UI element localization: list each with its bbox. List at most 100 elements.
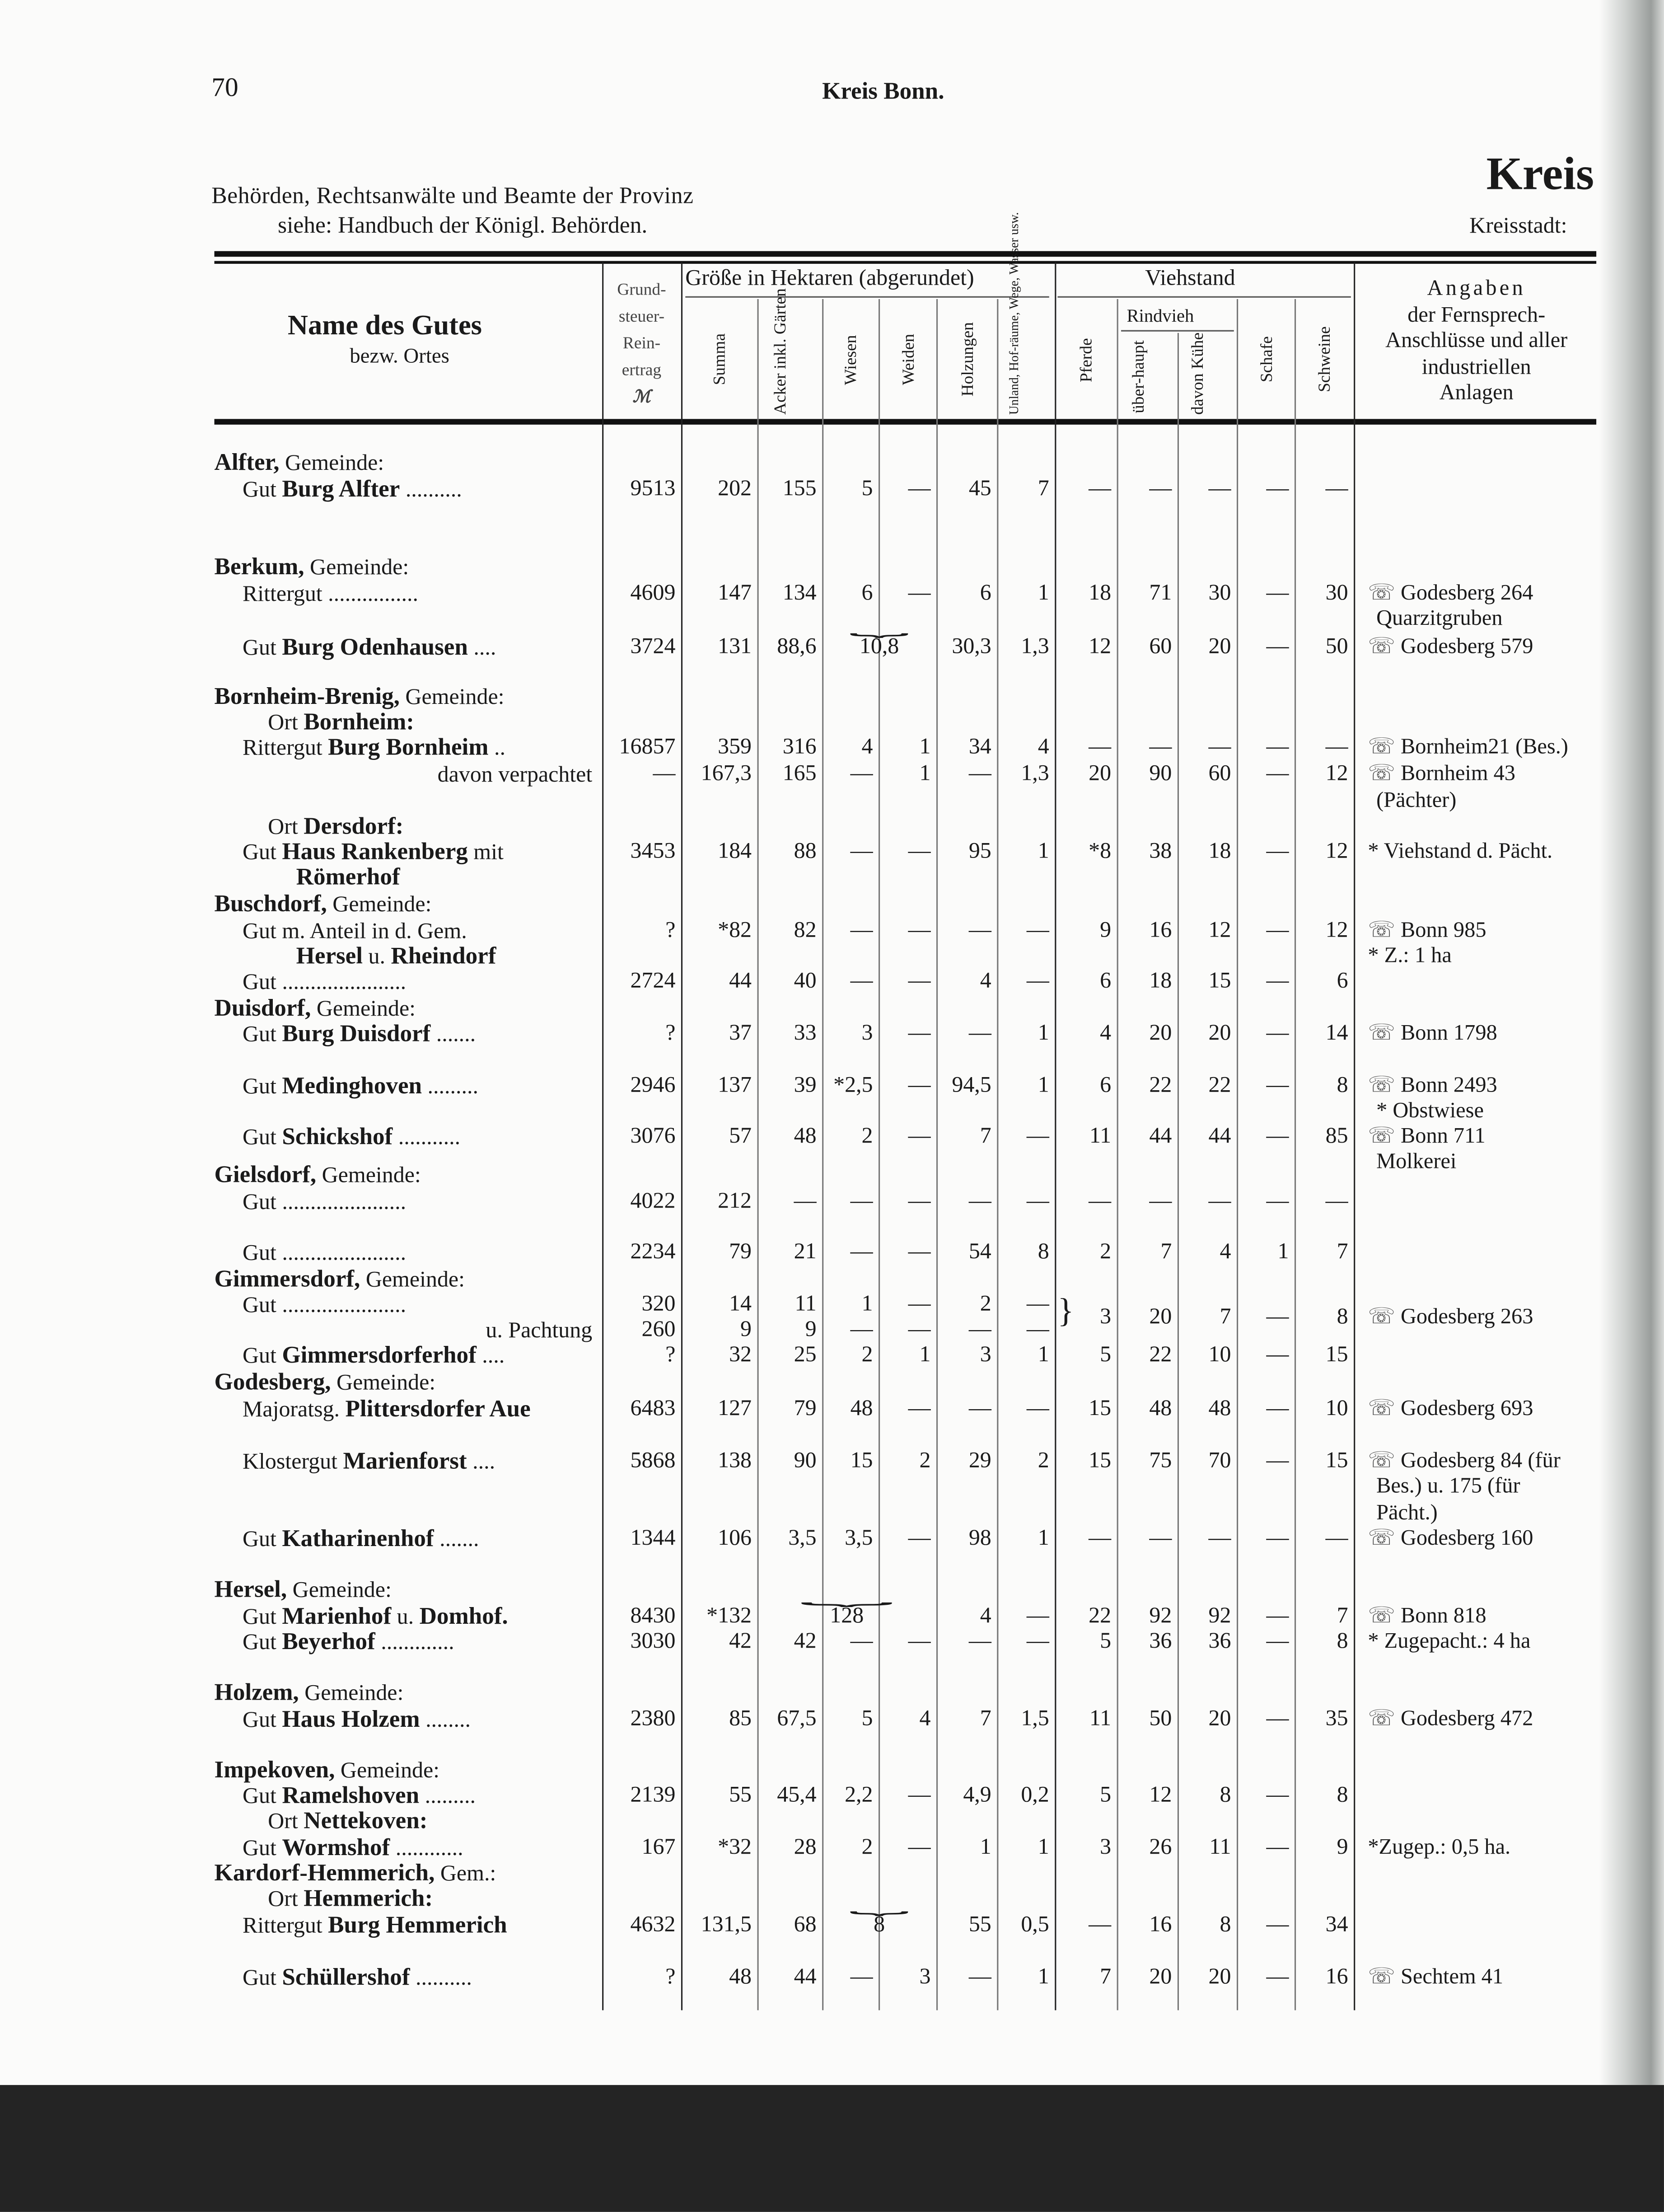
name-bold-2: Rheindorf	[391, 942, 496, 970]
value-cell: 4022	[630, 1189, 676, 1214]
column-divider	[681, 262, 683, 2010]
angaben-text: Quarzitgruben	[1376, 607, 1503, 632]
estate-name: davon verpachtet	[438, 762, 593, 788]
estate-name: Gut ......................	[243, 969, 406, 996]
value-cell: 4	[919, 1707, 931, 1731]
value-cell: 7	[1337, 1240, 1348, 1264]
name-prefix: Ort	[268, 1810, 304, 1834]
value-cell: —	[1266, 1448, 1289, 1473]
brace-icon: ⏟	[849, 616, 909, 638]
merged-value-cell: 128	[830, 1604, 864, 1628]
value-cell: —	[908, 1240, 931, 1264]
value-cell: 202	[718, 477, 752, 501]
brace-icon: ⏟	[849, 1894, 909, 1916]
value-cell: 15	[1089, 1397, 1112, 1421]
name-suffix: .........	[422, 1075, 478, 1099]
value-cell: —	[1266, 1305, 1289, 1329]
value-cell: ?	[665, 1965, 676, 1989]
name-bold: Haus Holzem	[282, 1705, 420, 1733]
value-cell: 8	[1337, 1073, 1348, 1098]
header-grund-4: ertrag	[622, 360, 662, 380]
value-cell: —	[1266, 735, 1289, 759]
name-bold: Holzem,	[214, 1678, 299, 1706]
header-grund-2: steuer-	[618, 306, 665, 326]
column-divider	[997, 299, 999, 2010]
value-cell: *132	[706, 1604, 752, 1628]
value-cell: 1	[861, 1292, 873, 1317]
value-cell: —	[850, 918, 873, 942]
value-cell: 4632	[630, 1912, 676, 1937]
name-prefix: Ort	[268, 1887, 304, 1912]
telephone-icon: ☏	[1368, 1021, 1401, 1045]
table-row: davon verpachtet — 167,3 165 — 1 — 1,3 20 90 60 — 12…	[0, 762, 1664, 787]
value-cell: —	[908, 581, 931, 605]
angaben-text: ☏ Bonn 711	[1368, 1125, 1485, 1150]
name-bold: Bornheim-Brenig,	[214, 683, 400, 710]
value-cell: 167,3	[701, 762, 752, 786]
value-cell: 1344	[630, 1526, 676, 1551]
scan-border	[0, 2085, 1664, 2212]
value-cell: —	[1026, 1317, 1049, 1342]
table-row: Gut Wormshof ............ 167 *32 28 2—1 1 3 26…	[0, 1835, 1664, 1861]
value-cell: 1	[1038, 839, 1049, 863]
value-cell: —	[908, 1124, 931, 1148]
name-suffix: Gemeinde:	[311, 997, 416, 1022]
header-grund-3: Rein-	[622, 333, 661, 353]
value-cell: 14	[1325, 1021, 1348, 1045]
table-row: * Obstwiese	[0, 1099, 1664, 1124]
angaben-text: ☏ Bornheim 43	[1368, 762, 1515, 787]
value-cell: —	[1266, 1604, 1289, 1628]
table-row: (Pächter)	[0, 788, 1664, 814]
estate-name: Impekoven, Gemeinde:	[215, 1757, 440, 1785]
name-bold: Gielsdorf,	[214, 1161, 317, 1188]
name-prefix: Klostergut	[242, 1450, 343, 1474]
column-divider	[757, 299, 759, 2010]
value-cell: *82	[718, 918, 752, 942]
column-divider	[879, 299, 880, 2010]
value-cell: 8	[1337, 1305, 1348, 1329]
estate-name: Gut Haus Rankenberg mit	[243, 839, 504, 866]
value-cell: 3	[919, 1965, 931, 1989]
table-row: Godesberg, Gemeinde:	[0, 1369, 1664, 1395]
value-cell: —	[1266, 1526, 1289, 1551]
estate-name: Kardorf-Hemmerich, Gem.:	[215, 1860, 496, 1887]
table-row: Gut Haus Rankenberg mit 3453 184 88 — — 95 1 *8 3…	[0, 839, 1664, 865]
value-cell: 10	[1208, 1343, 1231, 1367]
header-col-schafe: Schafe	[1256, 337, 1276, 383]
name-bold: Nettekoven:	[304, 1807, 428, 1834]
value-cell: *32	[718, 1835, 752, 1860]
angaben-value: Godesberg 264	[1400, 581, 1533, 605]
table-row: Quarzitgruben	[0, 607, 1664, 632]
value-cell: 6	[861, 581, 873, 605]
telephone-icon: ☏	[1368, 1305, 1401, 1329]
value-cell: 38	[1149, 839, 1172, 863]
value-cell: 2	[919, 1448, 931, 1473]
name-bold: Burg Bornheim	[328, 733, 489, 760]
angaben-value: * Zugepacht.: 4 ha	[1368, 1629, 1531, 1654]
name-prefix: Rittergut	[242, 582, 323, 607]
value-cell: 3030	[630, 1629, 676, 1654]
estate-name: Gut Schickshof ...........	[243, 1124, 460, 1151]
value-cell: 34	[968, 735, 991, 759]
angaben-value: Bonn 2493	[1400, 1073, 1497, 1098]
angaben-text: Pächt.)	[1376, 1501, 1438, 1526]
value-cell: 134	[782, 581, 817, 605]
value-cell: —	[908, 1526, 931, 1551]
value-cell: 36	[1149, 1629, 1172, 1654]
angaben-value: Bornheim 43	[1400, 762, 1516, 786]
value-cell: 29	[968, 1448, 991, 1473]
value-cell: 1	[1038, 1526, 1049, 1551]
value-cell: 212	[718, 1189, 752, 1214]
name-bold: Schüllershof	[282, 1964, 410, 1991]
table-row: Gut Katharinenhof ....... 1344 106 3,5 3,5 — 9…	[0, 1526, 1664, 1552]
header-grund: Grund- steuer- Rein- ertrag ℳ	[602, 276, 681, 411]
name-bold: Medinghoven	[282, 1072, 422, 1099]
value-cell: 35	[1325, 1707, 1348, 1731]
name-suffix: Gemeinde:	[299, 1681, 404, 1706]
value-cell: —	[908, 1783, 931, 1807]
name-suffix: Gemeinde:	[279, 451, 384, 476]
estate-name: Gut m. Anteil in d. Gem.	[243, 919, 467, 945]
value-cell: —	[1089, 1189, 1112, 1214]
estate-name: Gut Burg Odenhausen ....	[243, 634, 496, 661]
name-suffix: ............	[390, 1837, 463, 1861]
